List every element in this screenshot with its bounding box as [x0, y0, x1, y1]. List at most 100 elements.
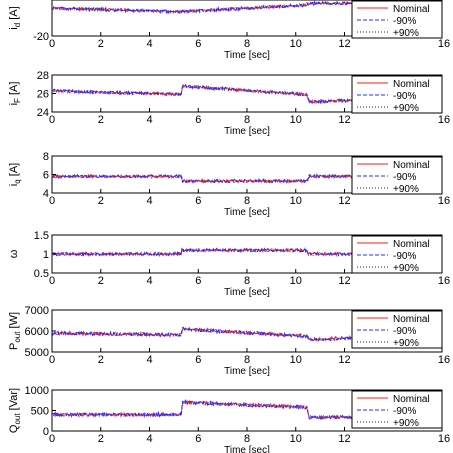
legend-label: -90%	[393, 16, 416, 27]
x-tick-label: 2	[98, 433, 104, 445]
y-axis-label: iq [A]	[8, 163, 22, 186]
legend-label: +90%	[393, 263, 419, 274]
legend-label: Nominal	[393, 79, 430, 90]
legend-label: -90%	[393, 406, 416, 417]
y-tick-label: 1000	[25, 385, 49, 397]
legend-label: -90%	[393, 326, 416, 337]
y-tick-label: 1	[43, 249, 49, 261]
y-tick-label: 7000	[25, 305, 49, 317]
y-tick-label: 26	[37, 89, 49, 101]
x-tick-label: 16	[438, 195, 450, 207]
y-axis-label: Qout [Var]	[8, 388, 22, 433]
y-tick-label: 6	[43, 170, 49, 182]
y-tick-label: 1.5	[34, 230, 49, 242]
x-tick-label: 12	[338, 275, 350, 287]
series-line-plus-90	[52, 399, 442, 421]
legend-label: -90%	[393, 172, 416, 183]
x-tick-label: 10	[290, 195, 302, 207]
x-tick-label: 16	[438, 38, 450, 50]
y-axis-label: id [A]	[8, 6, 22, 29]
x-tick-label: 10	[290, 38, 302, 50]
x-tick-label: 6	[195, 114, 201, 126]
legend: Nominal-90%+90%	[351, 310, 443, 349]
legend-label: -90%	[393, 91, 416, 102]
x-tick-label: 0	[49, 114, 55, 126]
x-tick-label: 12	[338, 433, 350, 445]
x-axis-label: Time [sec]	[224, 126, 270, 137]
x-tick-label: 0	[49, 38, 55, 50]
x-axis-label: Time [sec]	[224, 366, 270, 377]
legend-label: +90%	[393, 103, 419, 114]
legend: Nominal-90%+90%	[351, 75, 443, 114]
x-tick-label: 12	[338, 114, 350, 126]
x-tick-label: 10	[290, 433, 302, 445]
y-axis-label: iF [A]	[8, 82, 22, 106]
x-tick-label: 0	[49, 433, 55, 445]
series-line-plus-90	[52, 173, 442, 184]
x-tick-label: 2	[98, 195, 104, 207]
x-tick-label: 12	[338, 354, 350, 366]
legend: Nominal-90%+90%	[351, 156, 443, 195]
y-tick-label: 500	[31, 406, 49, 418]
legend-label: +90%	[393, 418, 419, 429]
legend: Nominal-90%+90%	[351, 390, 443, 429]
x-tick-label: 4	[146, 38, 152, 50]
legend-label: +90%	[393, 28, 419, 39]
y-tick-label: 6000	[25, 326, 49, 338]
x-tick-label: 2	[98, 275, 104, 287]
subplot-1: -200 2 4 6 8 10 12 16 Time [sec] id [A] Nominal-90…	[8, 0, 450, 61]
legend-label: Nominal	[393, 239, 430, 250]
x-tick-label: 2	[98, 354, 104, 366]
x-axis-label: Time [sec]	[224, 287, 270, 298]
x-tick-label: 6	[195, 433, 201, 445]
x-tick-label: 2	[98, 114, 104, 126]
y-tick-label: 0.5	[34, 268, 49, 280]
x-tick-label: 0	[49, 354, 55, 366]
legend-label: -90%	[393, 251, 416, 262]
x-tick-label: 6	[195, 354, 201, 366]
x-tick-label: 0	[49, 195, 55, 207]
x-tick-label: 16	[438, 114, 450, 126]
subplot-5: 5000 6000 7000 0 2 4 6 8 10 12 16 Time [sec] Pout [W…	[8, 305, 450, 377]
x-tick-label: 2	[98, 38, 104, 50]
x-tick-label: 10	[290, 114, 302, 126]
x-tick-label: 8	[244, 114, 250, 126]
y-tick-label: 5000	[25, 347, 49, 359]
x-tick-label: 0	[49, 275, 55, 287]
y-tick-label: 24	[37, 107, 49, 119]
y-axis-label: Pout [W]	[8, 312, 22, 350]
y-tick-label: 28	[37, 70, 49, 82]
subplot-4: 0.5 1 1.5 0 2 4 6 8 10 12 16 Time [sec] ω Nominal-90%…	[8, 230, 450, 298]
y-tick-label: 4	[43, 188, 49, 200]
x-tick-label: 12	[338, 195, 350, 207]
x-tick-label: 6	[195, 38, 201, 50]
y-tick-label: -20	[33, 31, 49, 43]
legend-label: +90%	[393, 184, 419, 195]
legend-label: +90%	[393, 338, 419, 349]
legend: Nominal-90%+90%	[351, 0, 443, 39]
x-axis-label: Time [sec]	[224, 445, 270, 453]
legend-label: Nominal	[393, 314, 430, 325]
x-tick-label: 4	[146, 275, 152, 287]
x-tick-label: 4	[146, 195, 152, 207]
series-line-minus-90	[52, 326, 442, 343]
x-tick-label: 16	[438, 354, 450, 366]
x-tick-label: 6	[195, 195, 201, 207]
legend-label: Nominal	[393, 394, 430, 405]
x-tick-label: 10	[290, 275, 302, 287]
series-line-minus-90	[52, 0, 442, 15]
series-line-minus-90	[52, 83, 442, 105]
x-tick-label: 8	[244, 275, 250, 287]
x-tick-label: 4	[146, 354, 152, 366]
y-axis-label: ω	[8, 249, 20, 258]
x-tick-label: 4	[146, 433, 152, 445]
x-tick-label: 8	[244, 354, 250, 366]
subplot-3: 4 6 8 0 2 4 6 8 10 12 16 Time [sec] iq [A] Nominal-90…	[8, 151, 450, 218]
subplot-6: 0 500 1000 0 2 4 6 8 10 12 16 Time [sec] Qout [Var] N…	[8, 385, 450, 453]
x-tick-label: 12	[338, 38, 350, 50]
x-tick-label: 8	[244, 195, 250, 207]
x-tick-label: 16	[438, 433, 450, 445]
x-tick-label: 6	[195, 275, 201, 287]
